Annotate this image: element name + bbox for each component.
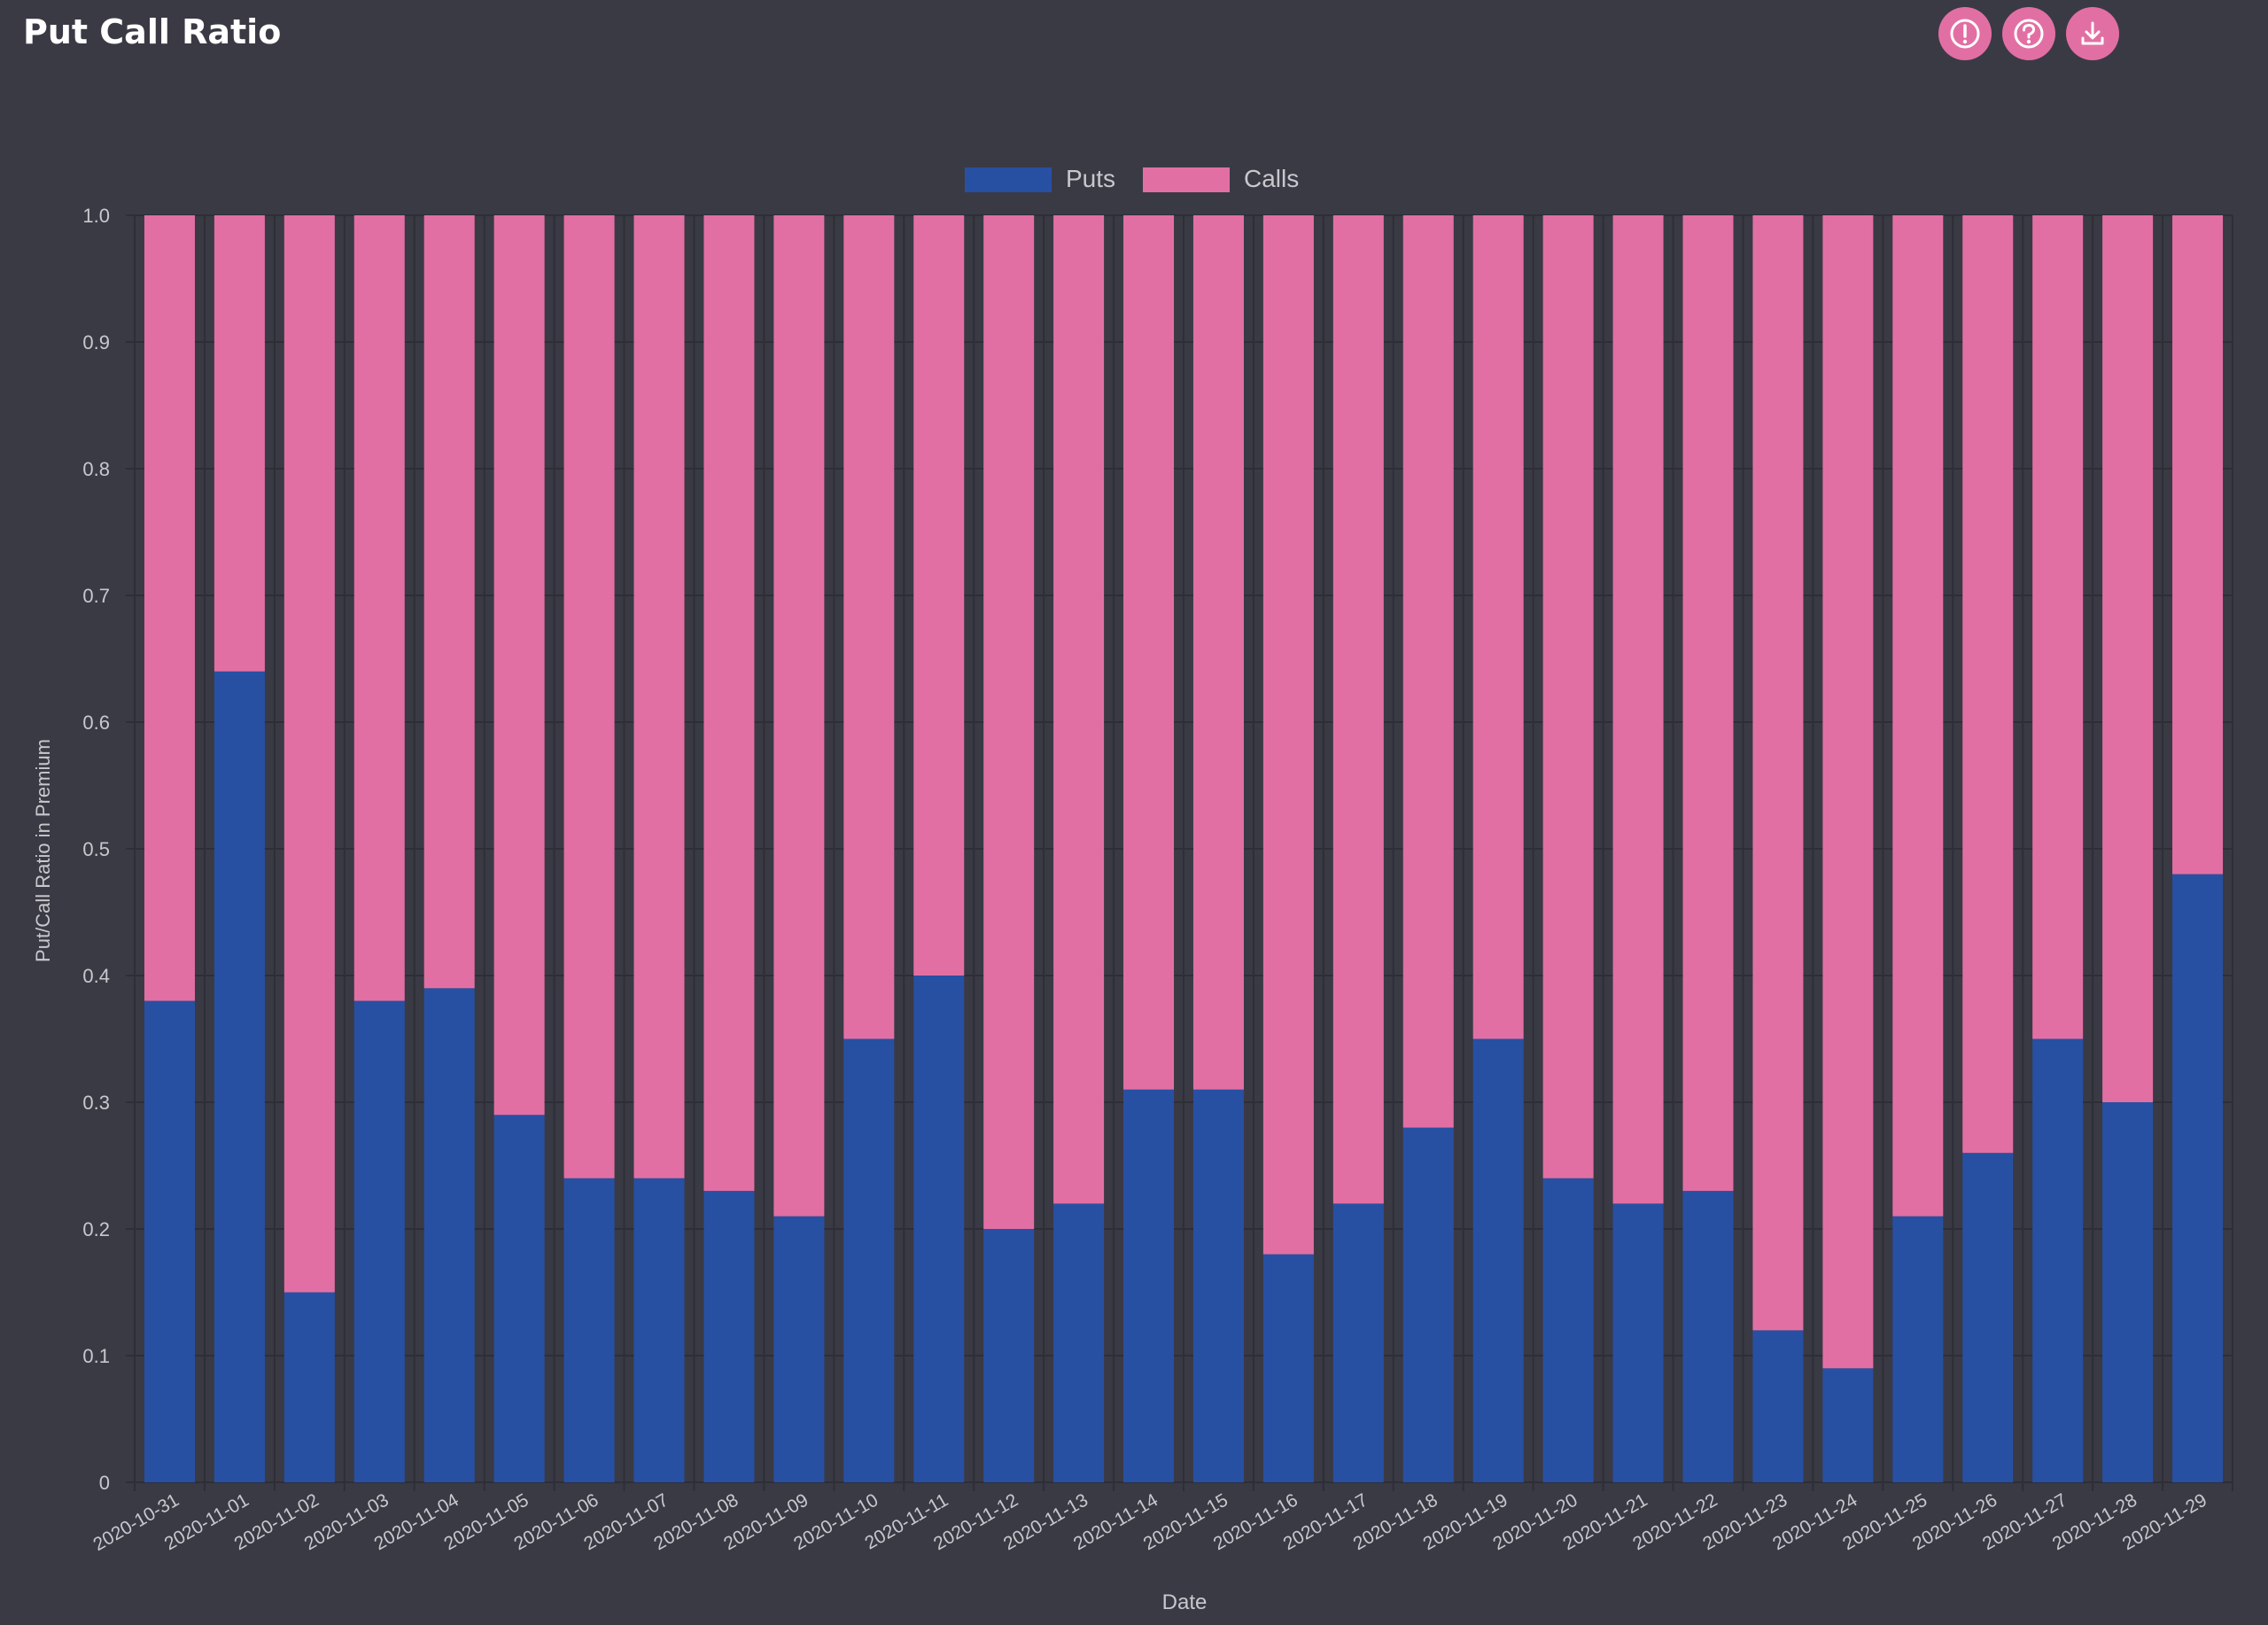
download-button[interactable] — [2066, 7, 2119, 60]
bar-calls-2020-11-03[interactable] — [353, 215, 405, 1001]
bar-calls-2020-11-20[interactable] — [1542, 215, 1594, 1178]
bar-puts-2020-11-05[interactable] — [493, 1115, 545, 1482]
y-tick-label: 0.9 — [82, 331, 110, 354]
bar-puts-2020-11-18[interactable] — [1402, 1127, 1454, 1482]
bar-calls-2020-11-12[interactable] — [983, 215, 1035, 1229]
y-tick-label: 0.3 — [82, 1092, 110, 1114]
info-icon — [1950, 19, 1980, 49]
bar-calls-2020-11-11[interactable] — [913, 215, 965, 976]
bar-calls-2020-11-21[interactable] — [1612, 215, 1664, 1204]
bar-calls-2020-11-29[interactable] — [2172, 215, 2224, 875]
y-tick-label: 0.2 — [82, 1218, 110, 1240]
legend-swatch-calls[interactable] — [1143, 167, 1230, 192]
bar-puts-2020-11-24[interactable] — [1822, 1368, 1874, 1482]
bar-puts-2020-11-11[interactable] — [913, 976, 965, 1482]
bars — [144, 215, 2224, 1483]
y-tick-label: 1.0 — [82, 205, 110, 227]
y-tick-label: 0.8 — [82, 458, 110, 480]
bar-puts-2020-11-27[interactable] — [2032, 1038, 2084, 1483]
bar-puts-2020-11-06[interactable] — [563, 1178, 615, 1482]
bar-calls-2020-11-19[interactable] — [1472, 215, 1524, 1039]
y-tick-label: 0.6 — [82, 711, 110, 734]
help-icon — [2014, 19, 2044, 49]
y-axis-ticks: 0 0.1 0.2 0.3 0.4 0.5 0.6 0.7 0.8 0.9 1.0 — [82, 205, 110, 1494]
bar-calls-2020-11-18[interactable] — [1402, 215, 1454, 1128]
bar-puts-2020-11-04[interactable] — [423, 988, 475, 1482]
bar-calls-2020-11-17[interactable] — [1332, 215, 1384, 1204]
legend-label-puts[interactable]: Puts — [1066, 165, 1115, 192]
bar-calls-2020-11-25[interactable] — [1892, 215, 1944, 1217]
bar-puts-2020-11-12[interactable] — [983, 1229, 1035, 1482]
legend-label-calls[interactable]: Calls — [1244, 165, 1299, 192]
bar-calls-2020-11-27[interactable] — [2032, 215, 2084, 1039]
bar-puts-2020-11-02[interactable] — [284, 1292, 335, 1483]
page-title: Put Call Ratio — [23, 12, 282, 51]
toolbar — [1938, 7, 2119, 60]
x-axis-title: Date — [1162, 1590, 1208, 1614]
bar-puts-2020-11-09[interactable] — [773, 1216, 825, 1482]
bar-calls-2020-11-06[interactable] — [563, 215, 615, 1178]
bar-calls-2020-11-02[interactable] — [284, 215, 335, 1293]
bar-puts-2020-11-03[interactable] — [353, 1000, 405, 1482]
y-tick-label: 0.7 — [82, 585, 110, 607]
help-button[interactable] — [2002, 7, 2055, 60]
bar-puts-2020-11-22[interactable] — [1682, 1191, 1734, 1482]
bar-puts-2020-11-23[interactable] — [1752, 1330, 1804, 1482]
bar-puts-2020-11-07[interactable] — [633, 1178, 685, 1482]
bar-calls-2020-11-28[interactable] — [2102, 215, 2154, 1102]
bar-puts-2020-11-01[interactable] — [214, 671, 265, 1482]
bar-puts-2020-11-26[interactable] — [1962, 1153, 2014, 1482]
bar-calls-2020-11-16[interactable] — [1262, 215, 1314, 1255]
bar-puts-2020-11-08[interactable] — [703, 1191, 755, 1482]
bar-calls-2020-11-14[interactable] — [1123, 215, 1175, 1090]
bar-calls-2020-10-31[interactable] — [144, 215, 195, 1001]
bar-puts-2020-11-10[interactable] — [843, 1038, 895, 1483]
bar-puts-2020-11-15[interactable] — [1192, 1089, 1244, 1482]
bar-puts-2020-11-28[interactable] — [2102, 1102, 2154, 1482]
bar-calls-2020-11-24[interactable] — [1822, 215, 1874, 1369]
bar-puts-2020-11-16[interactable] — [1262, 1254, 1314, 1482]
bar-calls-2020-11-22[interactable] — [1682, 215, 1734, 1192]
bar-calls-2020-11-05[interactable] — [493, 215, 545, 1116]
y-tick-label: 0.5 — [82, 838, 110, 860]
bar-puts-2020-10-31[interactable] — [144, 1000, 195, 1482]
y-tick-label: 0.4 — [82, 965, 110, 987]
grid-lines — [126, 214, 2233, 1491]
bar-calls-2020-11-01[interactable] — [214, 215, 265, 672]
bar-puts-2020-11-14[interactable] — [1123, 1089, 1175, 1482]
bar-calls-2020-11-13[interactable] — [1053, 215, 1105, 1204]
bar-calls-2020-11-08[interactable] — [703, 215, 755, 1192]
y-tick-label: 0.1 — [82, 1345, 110, 1367]
bar-puts-2020-11-29[interactable] — [2172, 874, 2224, 1482]
x-axis-ticks: 2020-10-312020-11-012020-11-022020-11-03… — [89, 1489, 2210, 1555]
bar-calls-2020-11-15[interactable] — [1192, 215, 1244, 1090]
bar-calls-2020-11-26[interactable] — [1962, 215, 2014, 1154]
y-axis-title: Put/Call Ratio in Premium — [32, 739, 54, 962]
info-button[interactable] — [1938, 7, 1992, 60]
bar-calls-2020-11-07[interactable] — [633, 215, 685, 1178]
bar-calls-2020-11-10[interactable] — [843, 215, 895, 1039]
bar-puts-2020-11-17[interactable] — [1332, 1203, 1384, 1482]
y-tick-label: 0 — [99, 1472, 110, 1494]
download-icon — [2081, 21, 2104, 45]
bar-puts-2020-11-21[interactable] — [1612, 1203, 1664, 1482]
bar-calls-2020-11-23[interactable] — [1752, 215, 1804, 1331]
bar-puts-2020-11-19[interactable] — [1472, 1038, 1524, 1483]
legend: Puts Calls — [965, 165, 1299, 192]
bar-puts-2020-11-13[interactable] — [1053, 1203, 1105, 1482]
legend-swatch-puts[interactable] — [965, 167, 1052, 192]
bar-puts-2020-11-25[interactable] — [1892, 1216, 1944, 1482]
bar-puts-2020-11-20[interactable] — [1542, 1178, 1594, 1482]
bar-calls-2020-11-04[interactable] — [423, 215, 475, 989]
bar-calls-2020-11-09[interactable] — [773, 215, 825, 1217]
